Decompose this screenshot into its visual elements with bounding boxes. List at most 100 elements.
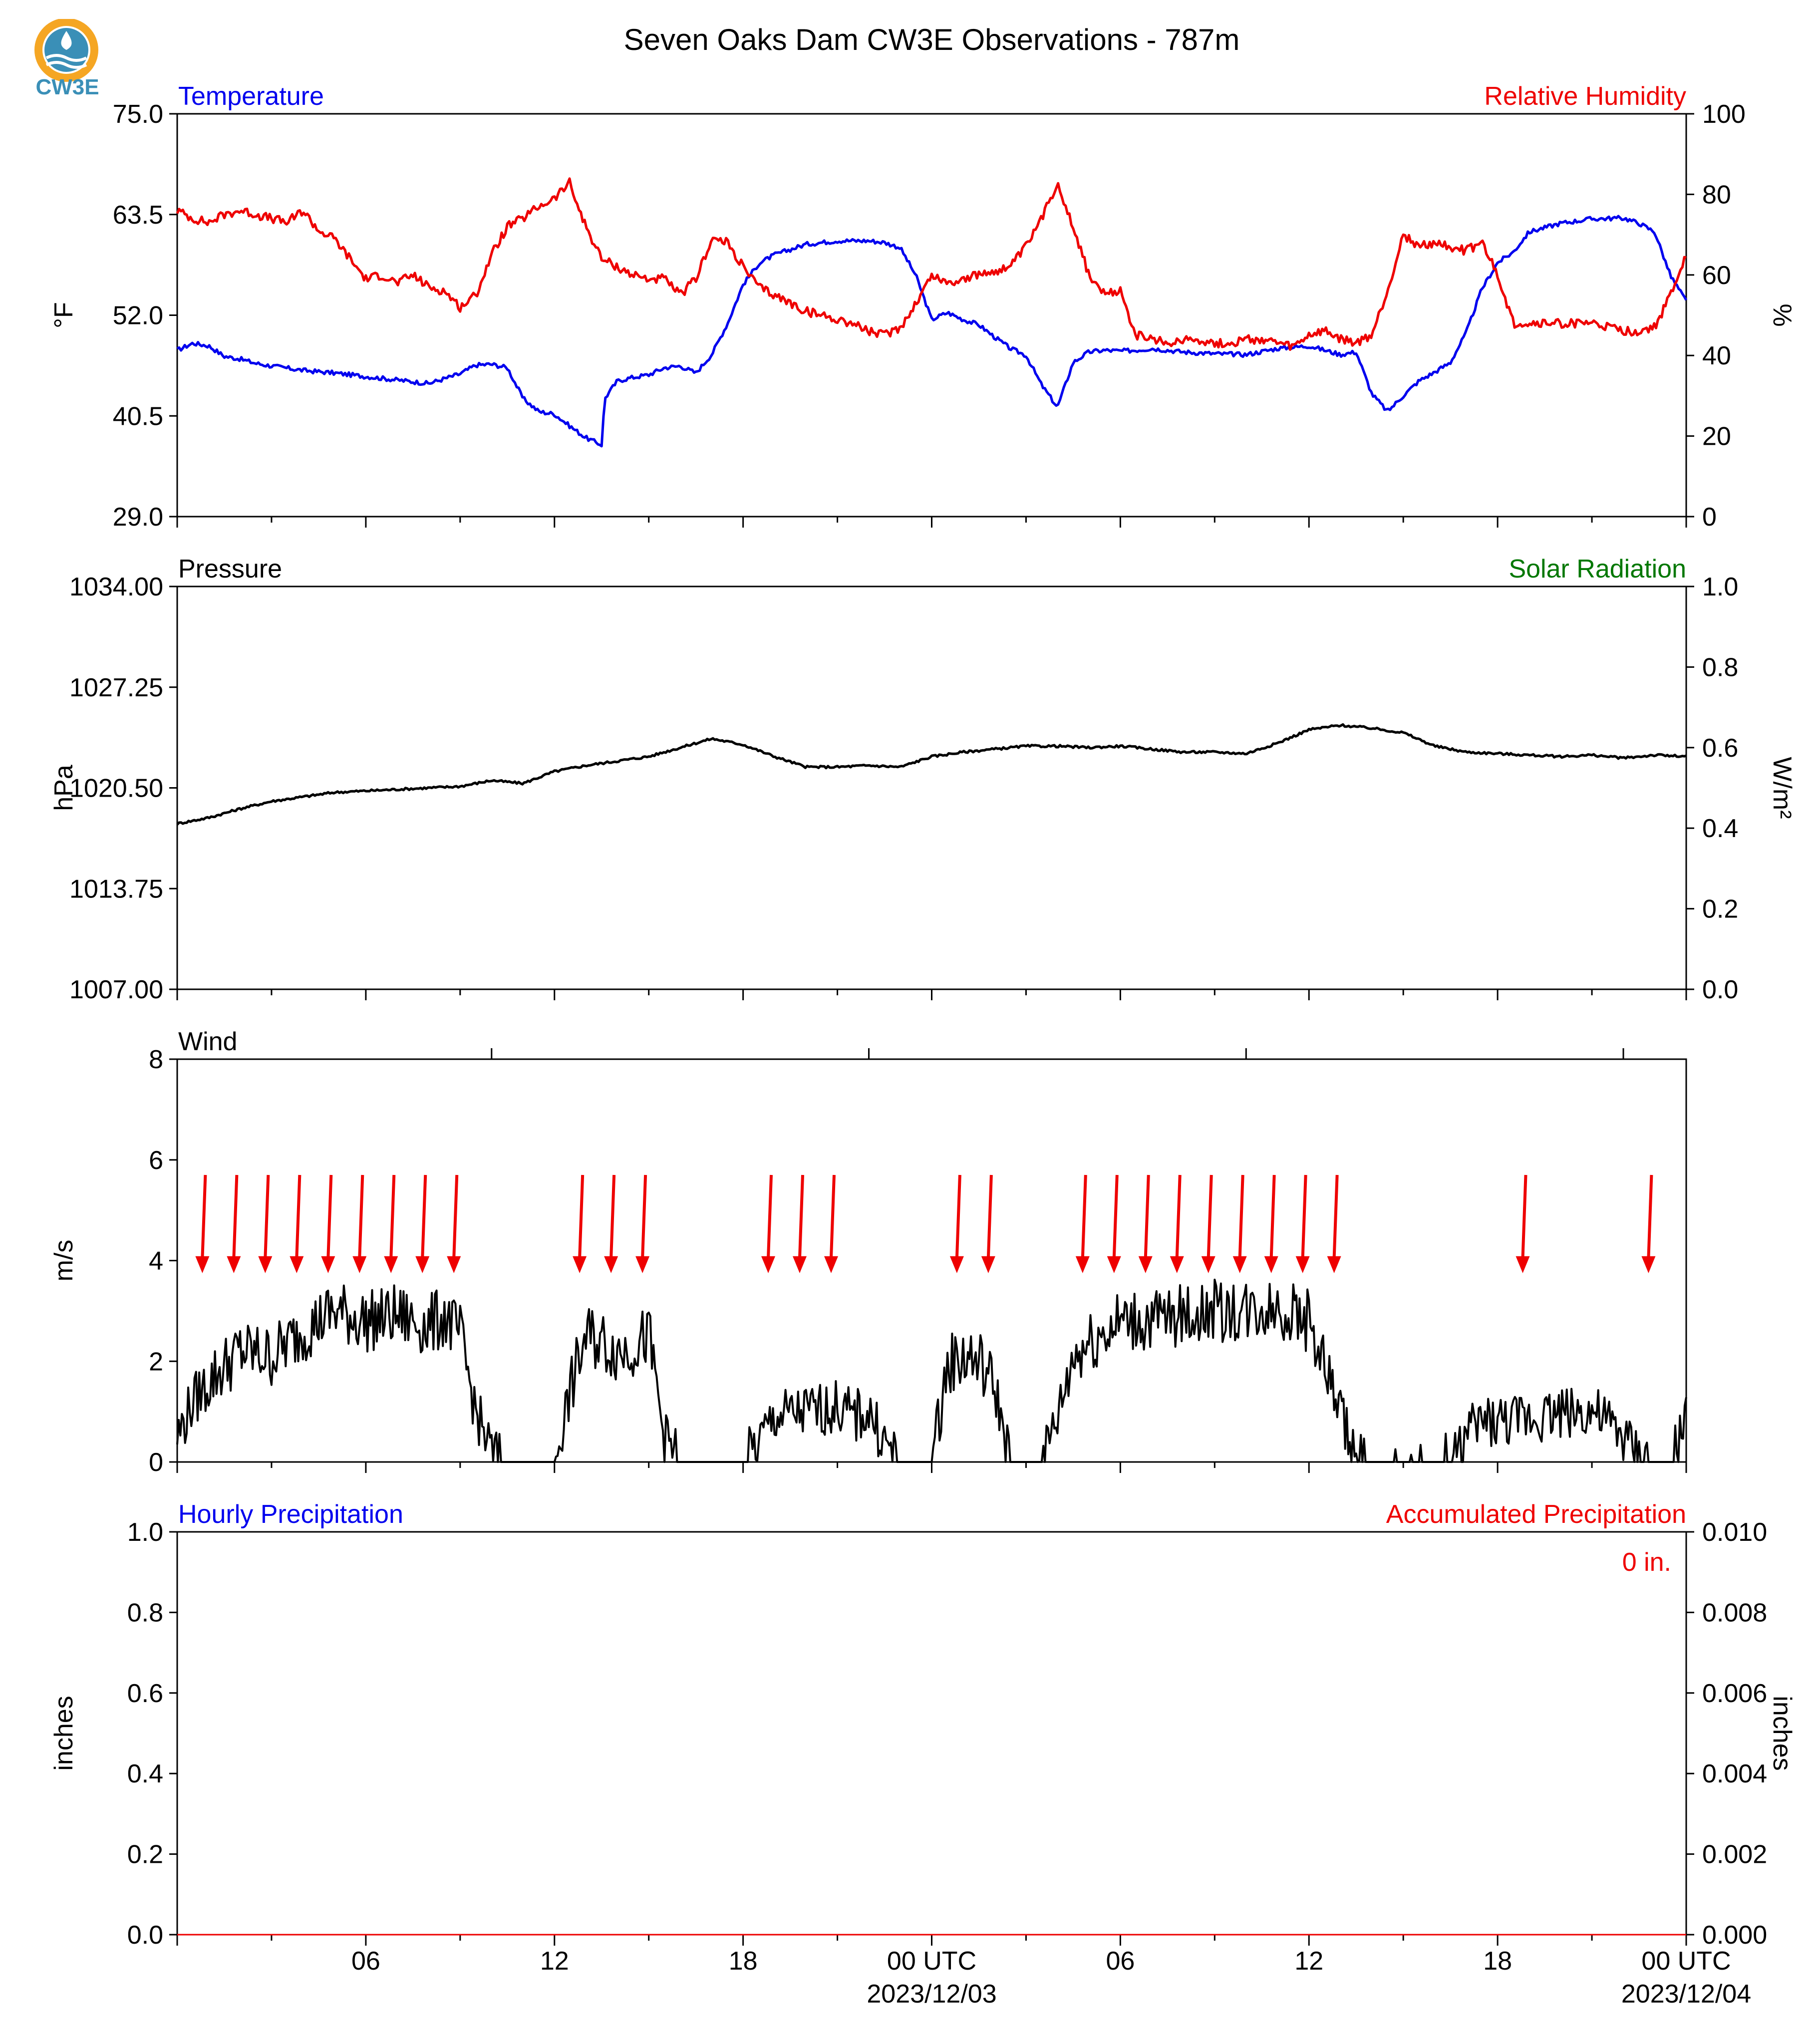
wind-direction-arrowhead <box>1201 1256 1215 1273</box>
wind-direction-arrow <box>955 1174 961 1258</box>
y-tick-label: 0.2 <box>127 1840 163 1869</box>
wind-direction-arrow <box>609 1174 616 1258</box>
wind-direction-arrow <box>798 1174 804 1258</box>
y-tick-label: 0 <box>149 1448 163 1477</box>
wind-direction-arrow <box>232 1174 239 1258</box>
y-tick-label: 1007.00 <box>69 975 163 1004</box>
wind-direction-arrowhead <box>981 1256 995 1273</box>
y-tick-label: 29.0 <box>113 503 163 532</box>
y2-tick-label: 0.008 <box>1702 1598 1767 1627</box>
wind-direction-arrowhead <box>949 1256 964 1273</box>
panel-3-frame <box>176 1058 1687 1463</box>
wind-direction-arrowhead <box>195 1256 210 1273</box>
x-tick-label: 06 <box>351 1947 380 1976</box>
wind-direction-arrow <box>264 1174 270 1258</box>
wind-direction-arrow <box>452 1174 459 1258</box>
x-tick-label: 00 UTC <box>1641 1947 1731 1976</box>
wind-direction-arrowhead <box>1264 1256 1278 1273</box>
panel-3-ylabel: m/s <box>49 1240 78 1282</box>
y-tick-label: 6 <box>149 1146 163 1175</box>
logo-text: CW3E <box>35 75 99 99</box>
wind-direction-arrow <box>1332 1174 1339 1258</box>
y2-tick-label: 0.006 <box>1702 1679 1767 1708</box>
wind-direction-arrowhead <box>1295 1256 1310 1273</box>
wind-direction-arrowhead <box>824 1256 838 1273</box>
y2-tick-label: 1.0 <box>1702 573 1738 601</box>
wind-direction-arrowhead <box>384 1256 398 1273</box>
wind-direction-arrowhead <box>1516 1256 1530 1273</box>
y-tick-label: 1034.00 <box>69 573 163 601</box>
y-tick-label: 1027.25 <box>69 673 163 702</box>
x-date-label: 2023/12/04 <box>1621 1980 1751 2009</box>
panel-2-ylabel: hPa <box>49 765 78 811</box>
wind-direction-arrowhead <box>352 1256 367 1273</box>
y2-tick-label: 0.002 <box>1702 1840 1767 1869</box>
y2-tick-label: 0 <box>1702 503 1717 532</box>
y-tick-label: 0.6 <box>127 1679 163 1708</box>
wind-direction-arrowhead <box>1327 1256 1341 1273</box>
wind-direction-arrowhead <box>415 1256 430 1273</box>
panel-3-left-title: Wind <box>178 1027 237 1056</box>
panel-1-left-title: Temperature <box>178 82 324 111</box>
y-tick-label: 40.5 <box>113 402 163 431</box>
panel-2-frame <box>176 585 1687 990</box>
series-relative-humidity <box>176 177 1687 351</box>
wind-direction-arrow <box>421 1174 427 1258</box>
wind-direction-arrow <box>1207 1174 1213 1258</box>
panel-4-ylabel2: inches <box>1768 1696 1797 1770</box>
wind-direction-arrowhead <box>1138 1256 1153 1273</box>
wind-direction-arrow <box>1175 1174 1182 1258</box>
wind-direction-arrowhead <box>447 1256 461 1273</box>
panel-4-frame <box>176 1531 1687 1936</box>
y-tick-label: 75.0 <box>113 100 163 129</box>
wind-direction-arrowhead <box>290 1256 304 1273</box>
x-tick-label: 00 UTC <box>887 1947 976 1976</box>
y2-tick-label: 0.6 <box>1702 734 1738 763</box>
panel-1-ylabel2: % <box>1768 303 1797 326</box>
y2-tick-label: 80 <box>1702 180 1731 209</box>
panel-1-ylabel: °F <box>49 302 78 328</box>
panel-2-ylabel2: W/m² <box>1768 757 1797 819</box>
wind-direction-arrow <box>358 1174 364 1258</box>
wind-direction-arrow <box>829 1174 836 1258</box>
y-tick-label: 4 <box>149 1247 163 1276</box>
wind-direction-arrow <box>295 1174 302 1258</box>
y2-tick-label: 100 <box>1702 100 1746 129</box>
y-tick-label: 52.0 <box>113 301 163 330</box>
y2-tick-label: 20 <box>1702 422 1731 451</box>
figure-title: Seven Oaks Dam CW3E Observations - 787m <box>624 23 1240 56</box>
y2-tick-label: 0.010 <box>1702 1518 1767 1547</box>
wind-direction-arrow <box>767 1174 773 1258</box>
y2-tick-label: 0.4 <box>1702 814 1738 843</box>
logo-sun-ring <box>34 18 98 82</box>
y-tick-label: 63.5 <box>113 201 163 230</box>
panel-2-right-title: Solar Radiation <box>1509 555 1686 583</box>
wind-direction-arrow <box>1238 1174 1244 1258</box>
panel-4-ylabel: inches <box>49 1696 78 1770</box>
y-tick-label: 0.4 <box>127 1759 163 1788</box>
series-temperature <box>176 215 1688 448</box>
x-tick-label: 12 <box>1294 1947 1323 1976</box>
wind-direction-arrow <box>578 1174 585 1258</box>
accumulated-total-label: 0 in. <box>1622 1548 1671 1577</box>
series-pressure <box>176 723 1687 826</box>
x-date-label: 2023/12/03 <box>867 1980 996 2009</box>
wind-direction-arrow <box>1081 1174 1087 1258</box>
y-tick-label: 1020.50 <box>69 774 163 803</box>
wind-direction-arrowhead <box>1107 1256 1121 1273</box>
logo-waves <box>45 54 87 69</box>
wind-direction-arrowhead <box>792 1256 807 1273</box>
panel-2-left-title: Pressure <box>178 555 282 583</box>
y-tick-label: 2 <box>149 1347 163 1376</box>
wind-direction-arrow <box>1521 1174 1527 1258</box>
wind-direction-arrowhead <box>1641 1256 1656 1273</box>
y2-tick-label: 0.8 <box>1702 653 1738 682</box>
wind-direction-arrowhead <box>1170 1256 1184 1273</box>
wind-direction-arrowhead <box>321 1256 335 1273</box>
x-tick-label: 18 <box>729 1947 758 1976</box>
wind-direction-arrow <box>641 1174 647 1258</box>
y2-tick-label: 0.0 <box>1702 975 1738 1004</box>
wind-direction-arrow <box>326 1174 333 1258</box>
y2-tick-label: 60 <box>1702 261 1731 290</box>
